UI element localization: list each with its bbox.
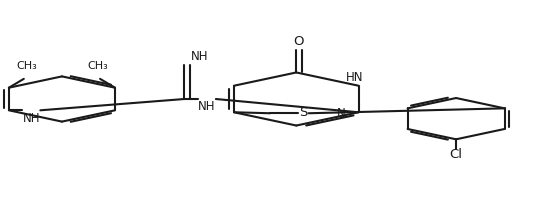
Text: NH: NH — [198, 100, 216, 113]
Text: Cl: Cl — [450, 148, 462, 161]
Text: HN: HN — [345, 71, 363, 84]
Text: CH₃: CH₃ — [87, 61, 108, 71]
Text: N: N — [337, 107, 346, 120]
Text: NH: NH — [22, 112, 40, 125]
Text: O: O — [294, 35, 304, 49]
Text: NH: NH — [191, 50, 208, 63]
Text: S: S — [299, 106, 308, 119]
Text: CH₃: CH₃ — [16, 61, 37, 71]
